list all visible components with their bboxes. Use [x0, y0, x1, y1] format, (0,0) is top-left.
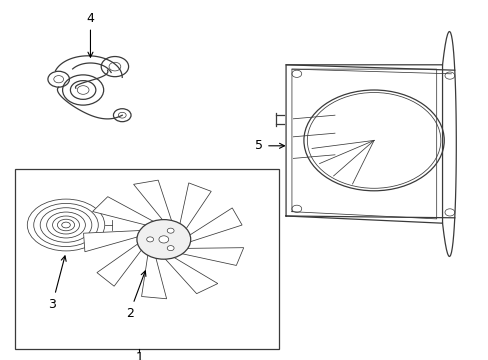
- Text: 4: 4: [86, 12, 94, 57]
- Polygon shape: [83, 230, 142, 252]
- Polygon shape: [142, 253, 166, 299]
- Circle shape: [159, 236, 168, 243]
- Polygon shape: [163, 256, 217, 294]
- Polygon shape: [187, 208, 242, 243]
- Polygon shape: [179, 248, 243, 265]
- Polygon shape: [92, 197, 155, 226]
- Circle shape: [167, 228, 174, 233]
- Circle shape: [146, 237, 153, 242]
- Text: 1: 1: [135, 351, 143, 360]
- Polygon shape: [133, 180, 172, 222]
- Text: 2: 2: [125, 271, 145, 320]
- Text: 5: 5: [255, 139, 284, 152]
- Circle shape: [167, 246, 174, 251]
- Text: 3: 3: [48, 256, 66, 311]
- Bar: [15, 169, 278, 349]
- Polygon shape: [179, 183, 211, 230]
- Polygon shape: [97, 243, 142, 286]
- Circle shape: [137, 220, 190, 259]
